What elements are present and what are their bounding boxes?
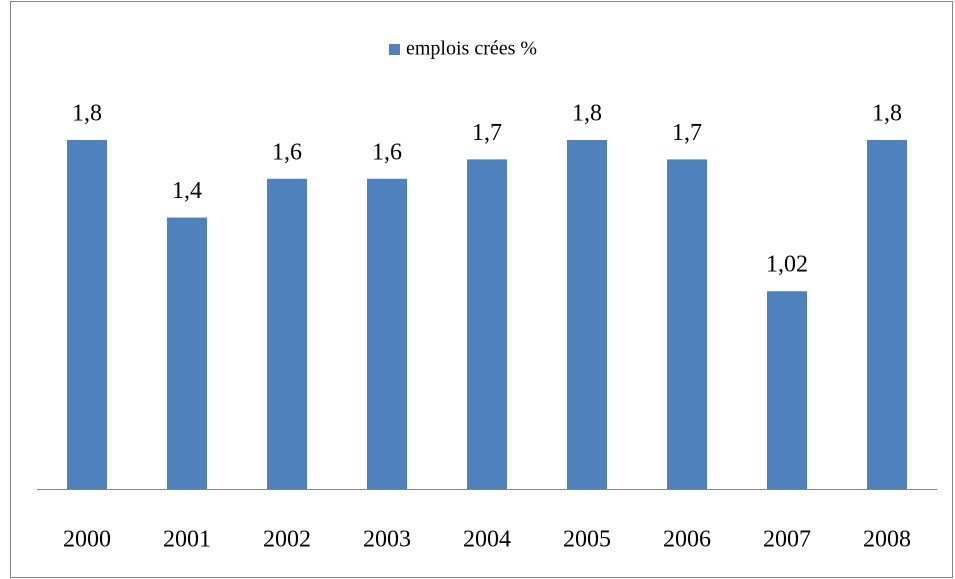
legend-swatch bbox=[389, 44, 400, 55]
x-tick-label: 2003 bbox=[363, 527, 411, 553]
x-tick-label: 2007 bbox=[763, 527, 811, 553]
bar bbox=[467, 159, 507, 489]
data-label: 1,6 bbox=[372, 139, 402, 165]
x-tick-label: 2002 bbox=[263, 527, 311, 553]
x-tick-label: 2000 bbox=[63, 527, 111, 553]
x-tick-label: 2005 bbox=[563, 527, 611, 553]
data-label: 1,8 bbox=[872, 101, 902, 127]
data-label: 1,7 bbox=[472, 120, 502, 146]
bar bbox=[267, 178, 307, 489]
bar bbox=[767, 291, 807, 489]
data-label: 1,8 bbox=[72, 101, 102, 127]
x-tick-label: 2004 bbox=[463, 527, 511, 553]
data-label: 1,7 bbox=[672, 120, 702, 146]
legend-label: emplois crées % bbox=[406, 38, 537, 60]
bar bbox=[367, 178, 407, 489]
bar bbox=[67, 140, 107, 489]
data-label: 1,4 bbox=[172, 178, 202, 204]
x-tick-label: 2008 bbox=[863, 527, 911, 553]
bar bbox=[867, 140, 907, 489]
x-tick-label: 2006 bbox=[663, 527, 711, 553]
data-label: 1,02 bbox=[766, 252, 808, 278]
data-label: 1,6 bbox=[272, 139, 302, 165]
x-tick-label: 2001 bbox=[163, 527, 211, 553]
bar bbox=[667, 159, 707, 489]
data-label: 1,8 bbox=[572, 101, 602, 127]
bar bbox=[167, 217, 207, 490]
bar bbox=[567, 140, 607, 489]
